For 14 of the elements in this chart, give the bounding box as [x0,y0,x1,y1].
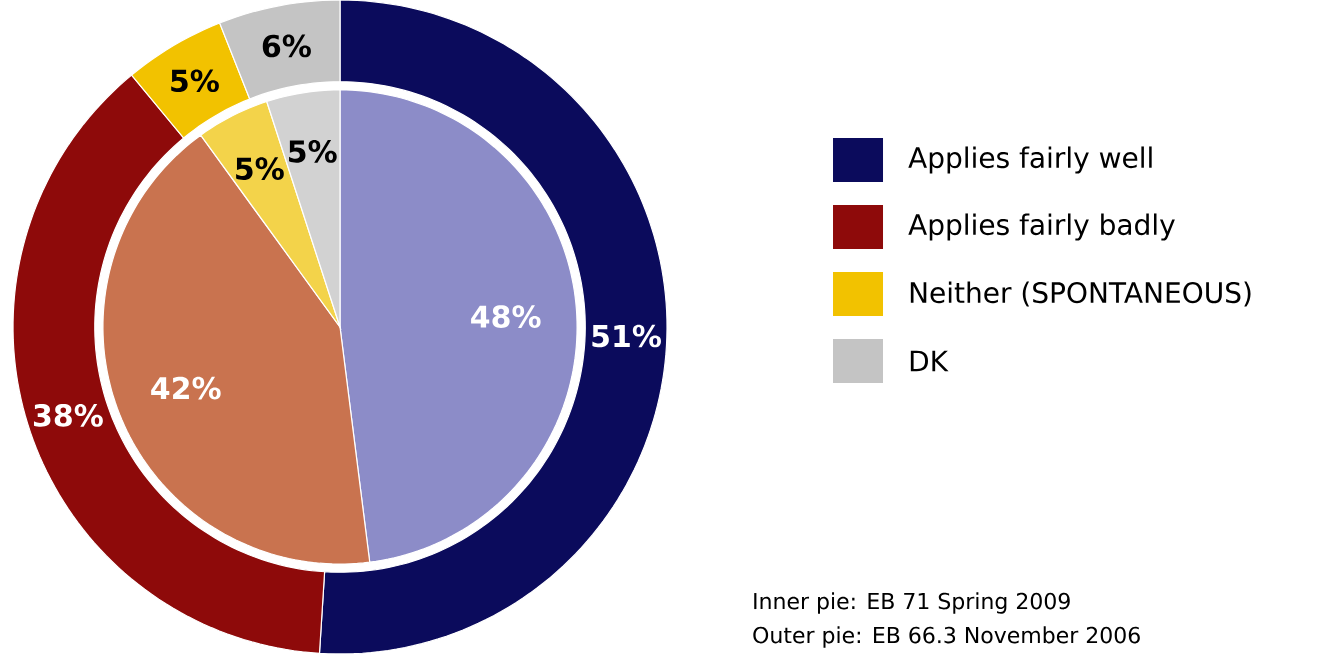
data-label: 38% [33,404,103,427]
data-label: 42% [151,376,221,400]
legend-label: Applies fairly badly [908,213,1175,241]
legend-label: Neither (SPONTANEOUS) [910,281,1251,307]
legend-label: DK [910,350,949,372]
data-label: 48% [471,305,541,328]
data-label: 5% [236,157,284,180]
legend-label: Applies fairly well [908,146,1152,174]
text: Inner pie: EB 71 Spring 2009 [754,592,1070,614]
data-label: 5% [171,69,219,93]
data-label: 51% [592,324,661,348]
data-label: 5% [289,140,337,163]
data-label: 6% [262,34,311,58]
text: Outer pie: EB 66.3 November 2006 [753,626,1140,648]
